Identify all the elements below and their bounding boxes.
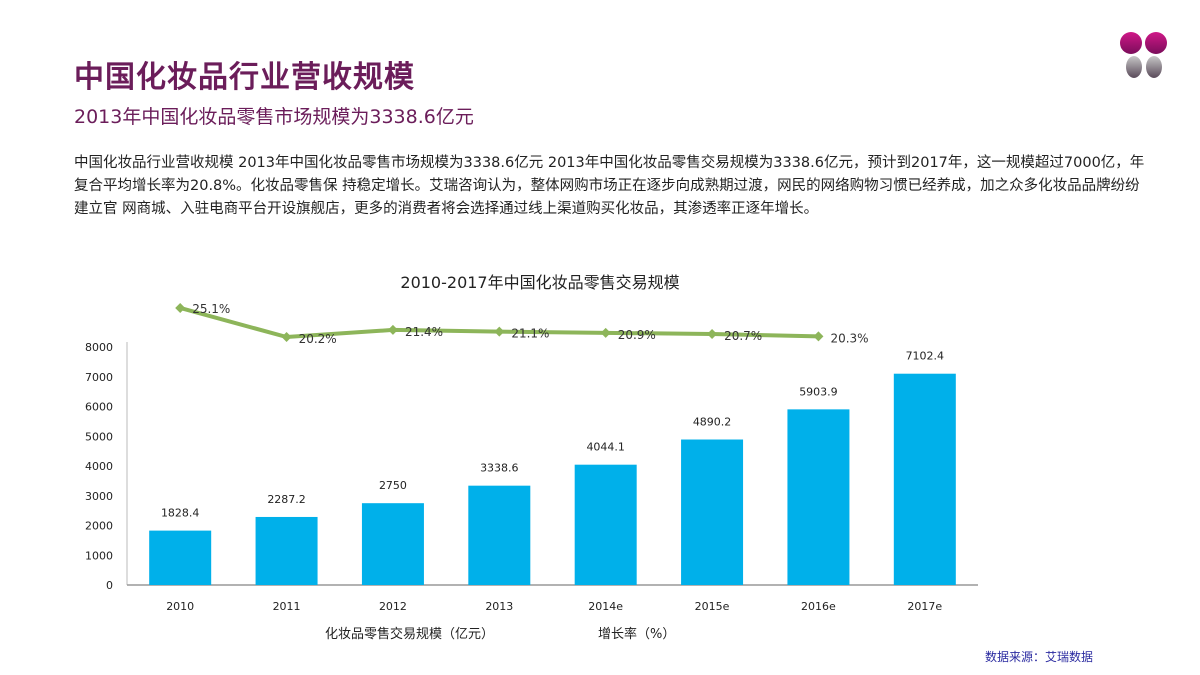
line-marker: [175, 302, 186, 313]
x-tick-label: 2012: [379, 600, 407, 613]
bar-data-label: 4044.1: [586, 441, 625, 454]
legend-bar-label: 化妆品零售交易规模（亿元）: [325, 626, 494, 642]
line-marker: [707, 329, 718, 340]
x-tick-label: 2010: [166, 600, 194, 613]
bar: [787, 409, 850, 585]
bar: [468, 485, 531, 585]
y-tick-label: 5000: [85, 430, 113, 443]
bar-data-label: 2287.2: [267, 493, 306, 506]
x-tick-label: 2015e: [695, 600, 730, 613]
line-marker: [600, 327, 611, 338]
y-tick-label: 7000: [85, 371, 113, 384]
bar: [149, 530, 212, 585]
bar: [574, 464, 637, 585]
line-data-label: 21.1%: [511, 327, 549, 341]
y-tick-label: 1000: [85, 549, 113, 562]
line-marker: [813, 331, 824, 342]
bar: [361, 503, 424, 585]
brand-logo: [1120, 32, 1167, 78]
line-data-label: 20.9%: [618, 328, 656, 342]
bar-data-label: 7102.4: [906, 350, 945, 363]
line-data-label: 21.4%: [405, 325, 443, 339]
bar-data-label: 1828.4: [161, 507, 200, 520]
body-text: 中国化妆品行业营收规模 2013年中国化妆品零售市场规模为3338.6亿元 20…: [74, 155, 1145, 217]
y-tick-label: 8000: [85, 341, 113, 354]
bar-data-label: 5903.9: [799, 385, 838, 398]
y-tick-label: 3000: [85, 490, 113, 503]
chart-title: 2010-2017年中国化妆品零售交易规模: [400, 273, 679, 292]
legend-line-label: 增长率（%）: [598, 626, 675, 642]
bar-data-label: 2750: [379, 479, 407, 492]
y-tick-label: 4000: [85, 460, 113, 473]
line-data-label: 20.3%: [830, 331, 868, 345]
line-marker: [281, 332, 292, 342]
x-tick-label: 2014e: [588, 600, 623, 613]
x-tick-label: 2011: [273, 600, 301, 613]
line-marker: [494, 326, 505, 337]
y-tick-label: 0: [106, 579, 113, 592]
bar: [893, 373, 956, 585]
data-source: 数据来源：艾瑞数据: [985, 650, 1094, 664]
line-marker: [387, 324, 398, 335]
x-tick-label: 2016e: [801, 600, 836, 613]
bar: [255, 516, 318, 585]
x-tick-label: 2013: [485, 600, 513, 613]
page-subtitle: 2013年中国化妆品零售市场规模为3338.6亿元: [74, 106, 474, 128]
bar-data-label: 3338.6: [480, 462, 519, 475]
bar: [681, 439, 744, 585]
line-data-label: 25.1%: [192, 302, 230, 316]
bar-data-label: 4890.2: [693, 416, 732, 429]
y-tick-label: 2000: [85, 520, 113, 533]
page-title: 中国化妆品行业营收规模: [74, 60, 415, 95]
line-data-label: 20.7%: [724, 329, 762, 343]
y-tick-label: 6000: [85, 401, 113, 414]
line-data-label: 20.2%: [299, 332, 337, 346]
x-tick-label: 2017e: [907, 600, 942, 613]
